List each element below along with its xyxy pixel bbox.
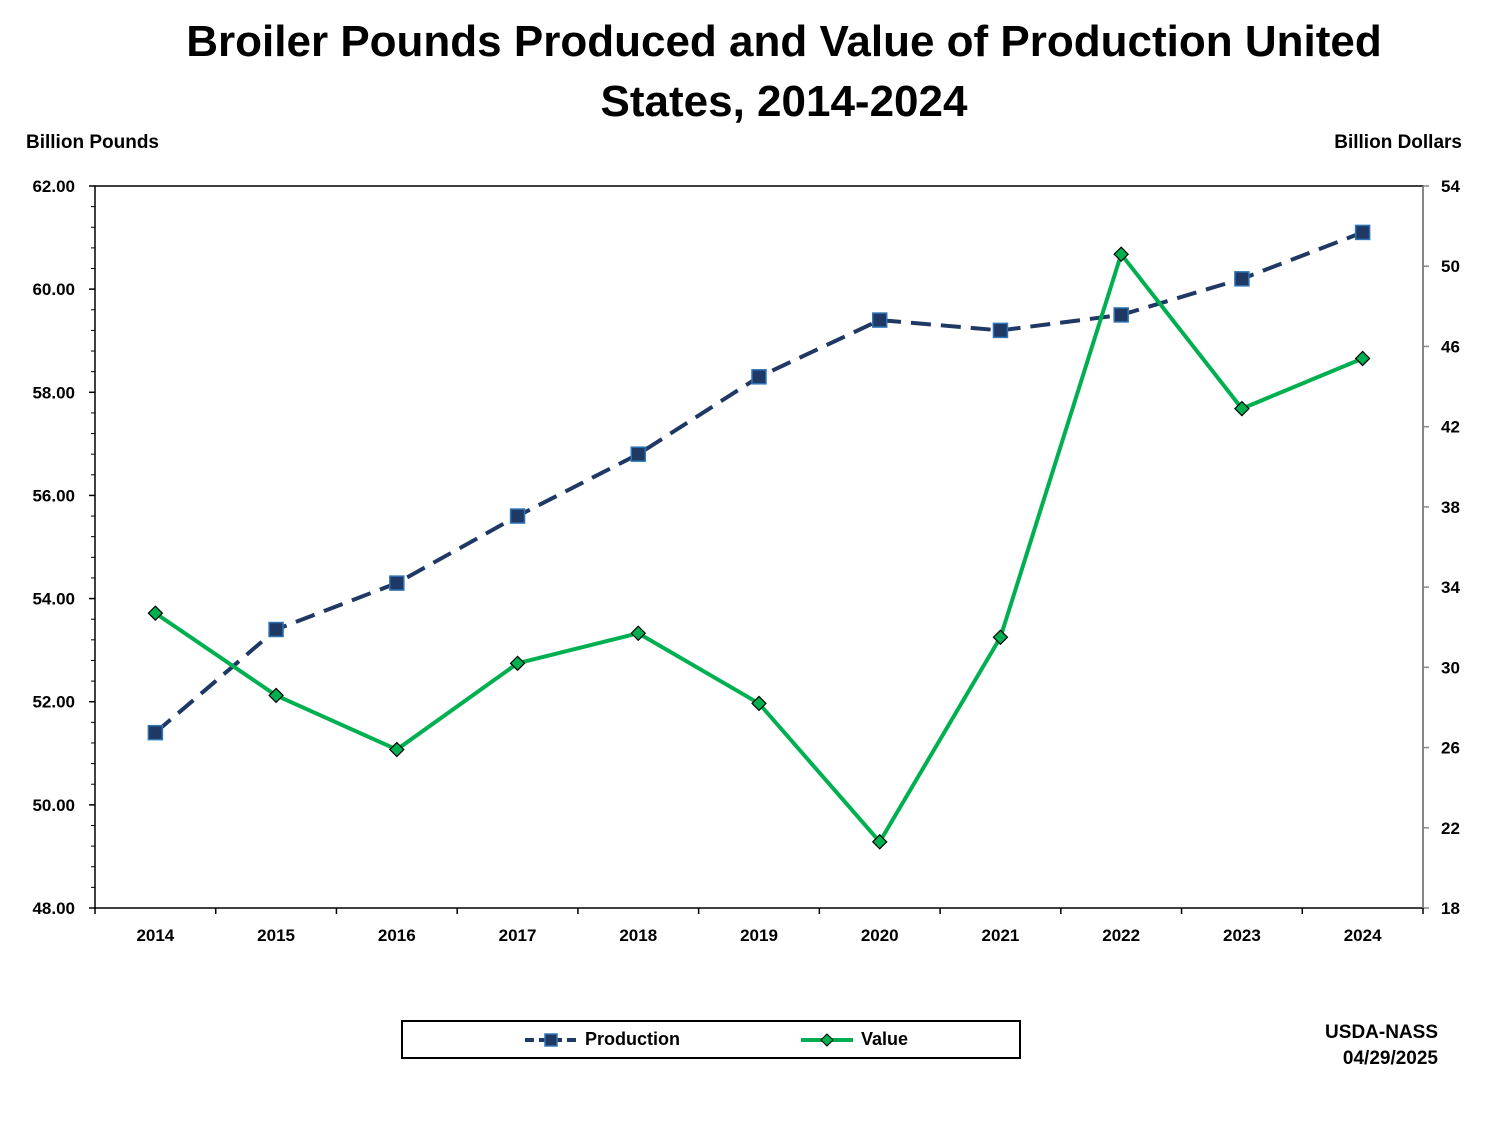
right-tick-label: 38	[1441, 498, 1460, 517]
source-date: 04/29/2025	[1342, 1048, 1438, 1069]
point-production	[1354, 224, 1371, 241]
x-tick-label: 2021	[982, 926, 1020, 945]
point-value	[147, 605, 164, 622]
legend: Production Value	[401, 1020, 1021, 1059]
point-value	[388, 741, 405, 758]
left-tick-label: 52.00	[32, 693, 75, 712]
x-tick-label: 2016	[378, 926, 416, 945]
x-tick-label: 2019	[740, 926, 778, 945]
chart-title-line-2: States, 2014-2024	[600, 77, 968, 126]
point-production	[147, 724, 164, 741]
x-tick-label: 2014	[136, 926, 174, 945]
right-tick-label: 30	[1441, 658, 1460, 677]
chart-title-line-1: Broiler Pounds Produced and Value of Pro…	[186, 17, 1382, 66]
right-tick-label: 22	[1441, 819, 1460, 838]
point-production	[389, 575, 405, 591]
left-tick-label: 56.00	[32, 486, 75, 505]
plot-area	[94, 185, 1424, 909]
x-tick-label: 2018	[619, 926, 657, 945]
point-production	[268, 621, 284, 638]
right-axis-label: Billion Dollars	[1334, 132, 1462, 153]
left-tick-label: 54.00	[32, 590, 75, 609]
x-tick-label: 2023	[1223, 926, 1261, 945]
right-tick-label: 18	[1441, 899, 1460, 918]
left-tick-label: 60.00	[32, 280, 75, 299]
point-production	[1113, 307, 1129, 323]
point-production	[751, 369, 767, 385]
legend-swatch-production	[525, 1032, 577, 1047]
x-tick-label: 2015	[257, 926, 295, 945]
point-production	[509, 508, 526, 524]
legend-label-production: Production	[585, 1029, 680, 1049]
source-org: USDA-NASS	[1325, 1022, 1438, 1043]
chart-plot: 48.00 50.00 52.00 54.00 56.00 58.00 60.00 62.00…	[32, 177, 1460, 945]
point-value	[509, 655, 526, 672]
chart-title: Broiler Pounds Produced and Value of Pro…	[0, 12, 1500, 132]
point-value	[1234, 400, 1250, 417]
point-value	[1354, 350, 1371, 367]
right-tick-label: 42	[1441, 418, 1460, 437]
point-value	[630, 625, 647, 642]
source-note: USDA-NASS 04/29/2025	[1325, 1020, 1438, 1072]
left-tick-label: 58.00	[32, 383, 75, 402]
legend-swatch-value	[801, 1032, 853, 1047]
x-tick-label: 2024	[1344, 926, 1382, 945]
right-tick-label: 34	[1441, 578, 1460, 597]
x-tick-label: 2017	[499, 926, 537, 945]
left-tick-label: 62.00	[32, 177, 75, 196]
right-tick-label: 46	[1441, 337, 1460, 356]
legend-label-value: Value	[861, 1029, 909, 1049]
point-value	[1113, 246, 1130, 263]
right-tick-label: 26	[1441, 739, 1460, 758]
point-production	[871, 312, 888, 328]
left-tick-label: 48.00	[32, 899, 75, 918]
right-tick-label: 54	[1441, 177, 1460, 196]
series-line-production	[154, 230, 1364, 735]
right-tick-label: 50	[1441, 257, 1460, 276]
legend-item-value: Value	[799, 1022, 908, 1057]
point-production	[630, 446, 647, 462]
point-production	[992, 322, 1009, 339]
x-tick-label: 2022	[1102, 926, 1140, 945]
point-value	[871, 833, 888, 850]
left-axis-label: Billion Pounds	[26, 132, 159, 153]
point-value	[268, 687, 284, 704]
left-tick-label: 50.00	[32, 796, 75, 815]
point-value	[992, 629, 1009, 646]
point-value	[751, 695, 767, 712]
point-production	[1234, 271, 1250, 287]
x-tick-label: 2020	[861, 926, 899, 945]
series-line-value	[154, 252, 1364, 844]
legend-item-production: Production	[523, 1022, 680, 1057]
